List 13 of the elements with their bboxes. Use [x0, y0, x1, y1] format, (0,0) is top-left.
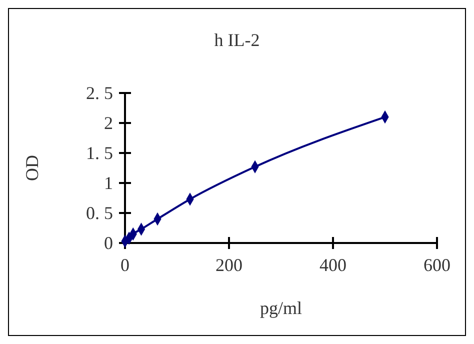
x-axis-title: pg/ml [260, 298, 302, 318]
y-tick-label: 0 [104, 233, 113, 253]
y-axis-title: OD [22, 155, 42, 181]
x-tick-label: 200 [216, 255, 242, 275]
y-tick-label: 2. 5 [86, 83, 113, 103]
x-tick-label: 400 [320, 255, 346, 275]
x-tick-label: 600 [424, 255, 450, 275]
x-tick-label: 0 [120, 255, 130, 275]
y-tick-label: 0. 5 [86, 203, 113, 223]
y-tick-label: 1 [104, 173, 113, 193]
chart-title: h IL-2 [214, 30, 260, 50]
y-tick-label: 1. 5 [86, 143, 113, 163]
y-tick-label: 2 [104, 113, 113, 133]
